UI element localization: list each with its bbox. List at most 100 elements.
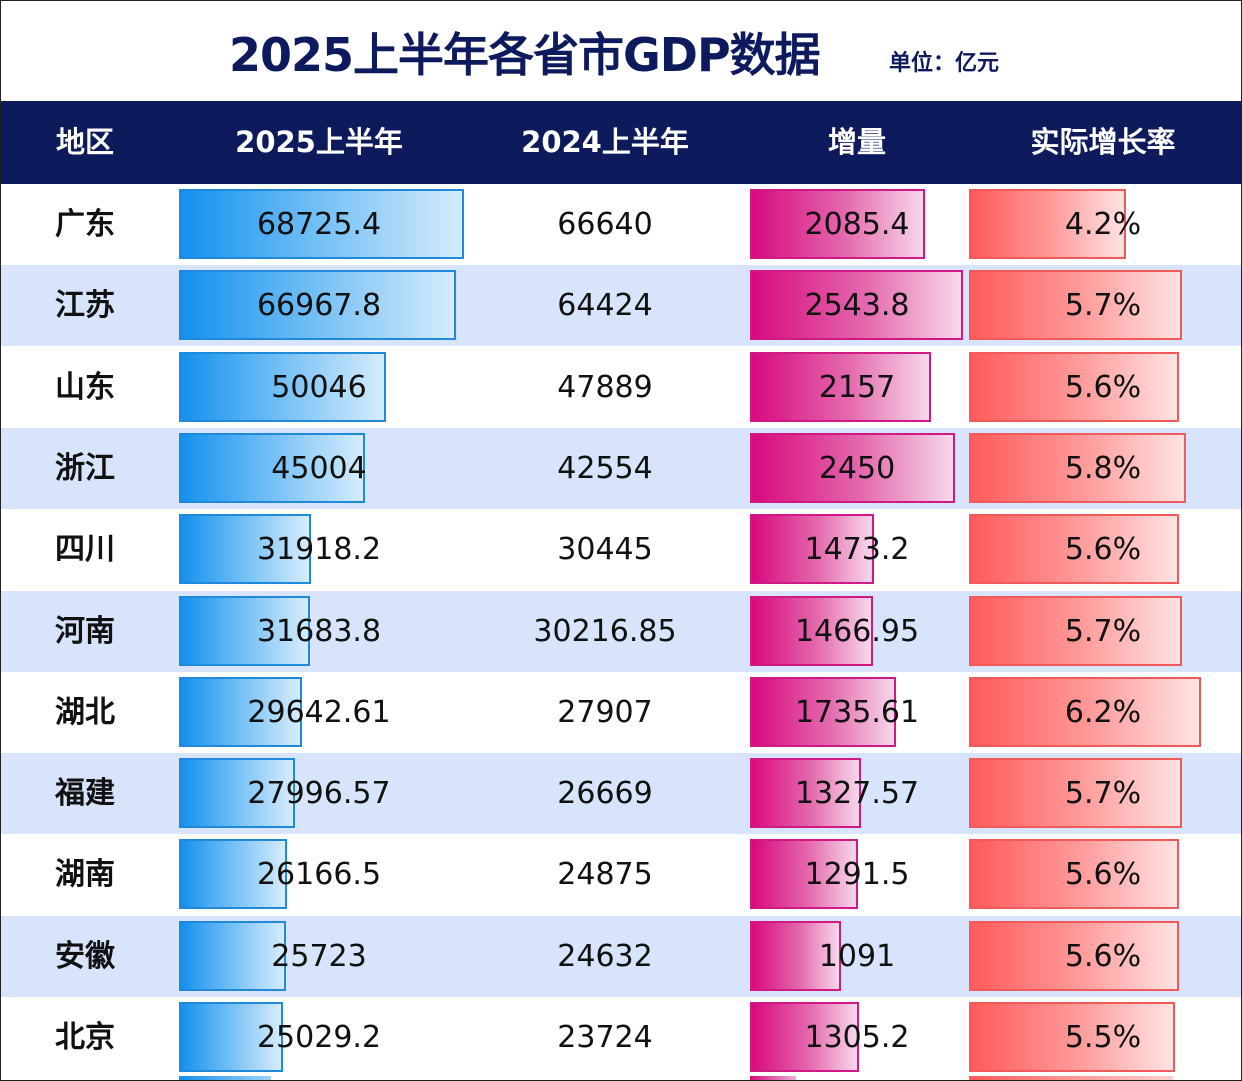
- bar-2025-gdp: [179, 596, 310, 666]
- table-row: 安徽 25723 24632 1091 5.6%: [1, 916, 1241, 997]
- value-growth-rate: 5.6%: [1064, 370, 1142, 405]
- bar-increase: [750, 839, 858, 909]
- value-2025-gdp: 27996.57: [247, 776, 391, 811]
- table-header: 地区 2025上半年 2024上半年 增量 实际增长率: [1, 101, 1241, 184]
- value-2025-gdp: 26166.5: [256, 857, 382, 892]
- table-row: 山东 50046 47889 2157 5.6%: [1, 347, 1241, 428]
- value-2024-gdp: 30216.85: [533, 614, 677, 649]
- value-increase: 1473.2: [804, 532, 910, 567]
- value-2025-gdp: 68725.4: [256, 207, 382, 242]
- table-row: 湖南 26166.5 24875 1291.5 5.6%: [1, 834, 1241, 915]
- value-increase: 2543.8: [804, 288, 910, 323]
- bar-growth-rate: [969, 514, 1179, 584]
- value-2024-gdp: 23724: [557, 1020, 653, 1055]
- value-2025-gdp: 25029.2: [256, 1020, 382, 1055]
- table-row: 北京 25029.2 23724 1305.2 5.5%: [1, 997, 1241, 1078]
- value-2025-gdp: 45004: [271, 451, 367, 486]
- value-2024-gdp: 42554: [557, 451, 653, 486]
- table-row: 湖北 29642.61 27907 1735.61 6.2%: [1, 672, 1241, 753]
- bar-2025-gdp: [179, 677, 302, 747]
- table-row: 江苏 66967.8 64424 2543.8 5.7%: [1, 265, 1241, 346]
- region-label: 四川: [55, 532, 115, 567]
- value-2024-gdp: 30445: [557, 532, 653, 567]
- value-2025-gdp: 25723: [271, 939, 367, 974]
- bar-2025-gdp: [179, 433, 365, 503]
- value-2025-gdp: 50046: [271, 370, 367, 405]
- bar-2025-gdp: [179, 514, 311, 584]
- bar-2025-gdp: [179, 1002, 283, 1072]
- bar-growth-rate: [969, 189, 1126, 259]
- header-increase: 增量: [827, 125, 886, 159]
- bar-2025-gdp: [179, 921, 286, 991]
- value-growth-rate: 5.7%: [1064, 288, 1142, 323]
- value-growth-rate: 5.6%: [1064, 939, 1142, 974]
- value-growth-rate: 5.6%: [1064, 532, 1142, 567]
- bar-2025-gdp: [179, 270, 456, 340]
- value-2024-gdp: 24632: [557, 939, 653, 974]
- title-bar: 2025上半年各省市GDP数据 单位：亿元: [1, 1, 1241, 101]
- region-label: 河南: [55, 614, 115, 649]
- value-2024-gdp: 47889: [557, 370, 653, 405]
- region-label: 江苏: [55, 288, 115, 323]
- bar-growth-rate: [969, 1002, 1175, 1072]
- region-label: 湖南: [55, 857, 115, 892]
- value-2024-gdp: 26669: [557, 776, 653, 811]
- region-label: 安徽: [55, 939, 115, 974]
- value-increase: 2085.4: [804, 207, 910, 242]
- value-2025-gdp: 66967.8: [256, 288, 382, 323]
- value-2025-gdp: 31683.8: [256, 614, 382, 649]
- bar-increase: [750, 270, 963, 340]
- bar-increase: [750, 433, 955, 503]
- bar-increase: [750, 596, 873, 666]
- bar-increase: [750, 677, 896, 747]
- region-label: 山东: [55, 370, 115, 405]
- value-increase: 1305.2: [804, 1020, 910, 1055]
- value-increase: 2450: [818, 451, 896, 486]
- region-label: 浙江: [55, 451, 115, 486]
- header-growth-rate: 实际增长率: [1030, 125, 1176, 159]
- header-2025: 2025上半年: [235, 125, 403, 159]
- bar-increase: [750, 352, 931, 422]
- value-growth-rate: 5.7%: [1064, 614, 1142, 649]
- value-2024-gdp: 66640: [557, 207, 653, 242]
- value-2025-gdp: 29642.61: [247, 695, 391, 730]
- bar-growth-rate: [969, 433, 1186, 503]
- value-increase: 1735.61: [794, 695, 920, 730]
- header-region: 地区: [55, 125, 114, 159]
- region-label: 北京: [55, 1020, 115, 1055]
- region-label: 湖北: [55, 695, 115, 730]
- value-2024-gdp: 24875: [557, 857, 653, 892]
- bar-2025-gdp: [179, 352, 386, 422]
- bar-increase: [750, 758, 861, 828]
- bar-growth-rate: [969, 352, 1179, 422]
- value-growth-rate: 5.7%: [1064, 776, 1142, 811]
- bar-2025-gdp: [179, 758, 295, 828]
- value-increase: 2157: [818, 370, 896, 405]
- region-label: 广东: [55, 207, 115, 242]
- region-label: 福建: [55, 776, 115, 811]
- value-2024-gdp: 27907: [557, 695, 653, 730]
- value-growth-rate: 5.5%: [1064, 1020, 1142, 1055]
- value-increase: 1466.95: [794, 614, 920, 649]
- table-row: 广东 68725.4 66640 2085.4 4.2%: [1, 184, 1241, 265]
- bar-2025-gdp: [179, 189, 464, 259]
- bar-increase: [750, 189, 925, 259]
- table-row: 浙江 45004 42554 2450 5.8%: [1, 428, 1241, 509]
- unit-label: 单位：亿元: [889, 51, 1000, 76]
- bar-growth-rate: [969, 839, 1179, 909]
- value-growth-rate: 5.6%: [1064, 857, 1142, 892]
- bar-increase: [750, 921, 841, 991]
- value-increase: 1091: [818, 939, 896, 974]
- bar-growth-rate: [969, 270, 1182, 340]
- value-growth-rate: 4.2%: [1064, 207, 1142, 242]
- next-row-peek-bar-2025: [179, 1076, 271, 1080]
- bar-growth-rate: [969, 677, 1201, 747]
- bar-2025-gdp: [179, 839, 287, 909]
- next-row-peek-bar-increase: [750, 1076, 796, 1080]
- value-growth-rate: 6.2%: [1064, 695, 1142, 730]
- bar-growth-rate: [969, 921, 1179, 991]
- value-growth-rate: 5.8%: [1064, 451, 1142, 486]
- chart-title: 2025上半年各省市GDP数据: [229, 28, 821, 82]
- value-increase: 1327.57: [794, 776, 920, 811]
